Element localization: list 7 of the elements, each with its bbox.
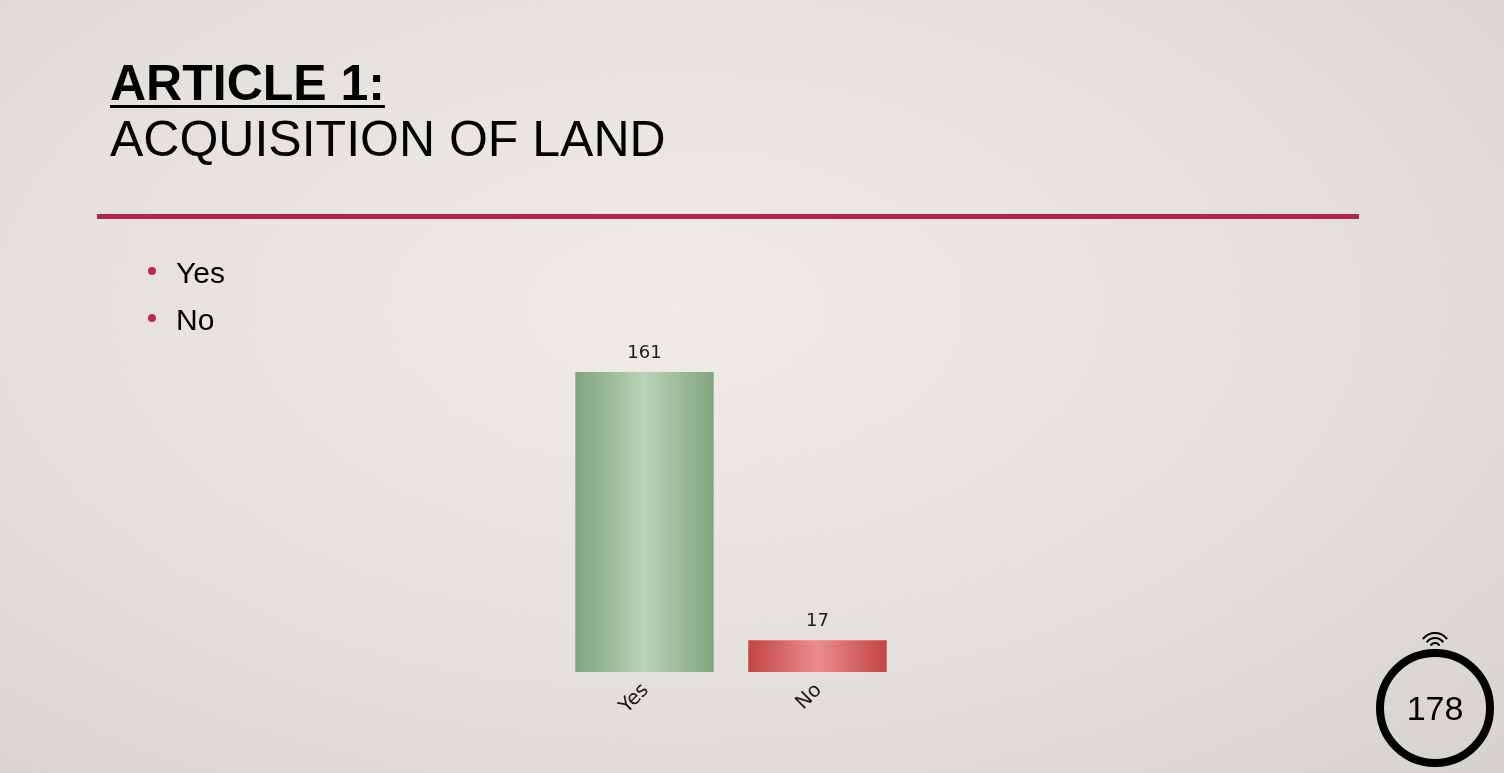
chart-title: ARTICLE 1: [110, 55, 385, 111]
data-label: 161 [627, 340, 662, 362]
text: Yes [176, 256, 225, 289]
data-label: 17 [806, 608, 829, 630]
text: 178 [1405, 689, 1465, 727]
chart-subtitle: ACQUISITION OF LAND [110, 111, 666, 167]
text: No [176, 303, 215, 336]
